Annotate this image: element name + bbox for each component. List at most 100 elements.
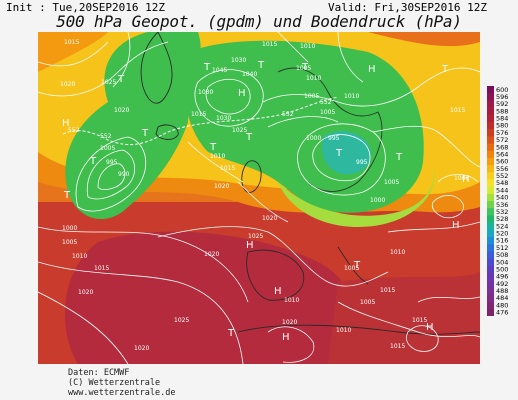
isobar-label: 1000: [370, 197, 385, 204]
coastline-britain: [241, 160, 262, 193]
high-pressure-marker: H: [426, 322, 434, 333]
isobar-label: 1020: [204, 251, 219, 258]
legend-swatches: [487, 86, 494, 316]
coastline-scandinavia: [277, 67, 383, 192]
green-lime-edge: [278, 162, 435, 227]
legend-swatch: [487, 208, 494, 216]
isobar-label: 1020: [78, 289, 93, 296]
low-pressure-marker: T: [141, 128, 149, 139]
legend-labels: 6005965925885845805765725685645605565525…: [496, 86, 508, 316]
legend-swatch: [487, 186, 494, 195]
green-trough-west: [65, 32, 201, 219]
high-pressure-marker: H: [62, 118, 70, 129]
isobar-label: 1010: [344, 93, 359, 100]
isobar-label: 1010: [72, 253, 87, 260]
red-high-core: [64, 231, 356, 364]
legend-label: 532: [496, 208, 508, 216]
low-pressure-marker: T: [117, 74, 125, 85]
geopot-552-line: [62, 96, 339, 146]
legend-swatch: [487, 258, 494, 266]
legend-swatch: [487, 172, 494, 180]
legend-swatch: [487, 215, 494, 223]
legend-swatch: [487, 244, 494, 252]
isobar-label: 552: [100, 133, 112, 140]
legend-swatch: [487, 107, 494, 116]
isobar-label: 1005: [360, 299, 375, 306]
credits-website: www.wetterzentrale.de: [68, 388, 176, 398]
isobar-label: 1020: [214, 183, 229, 190]
teal-core: [322, 131, 372, 175]
legend-swatch: [487, 294, 494, 302]
isobar-label: 1010: [210, 153, 225, 160]
legend-swatch: [487, 121, 494, 130]
legend-label: 544: [496, 186, 508, 194]
isobar-label: 1025: [232, 127, 247, 134]
legend-label: 548: [496, 179, 508, 187]
low-pressure-marker: T: [335, 148, 343, 159]
legend-swatch: [487, 136, 494, 144]
legend-label: 476: [496, 309, 508, 316]
legend-swatch: [487, 280, 494, 288]
legend-label: 560: [496, 158, 508, 166]
isobar-label: 1030: [198, 89, 213, 96]
legend-label: 508: [496, 251, 508, 259]
coastline-greenland: [140, 32, 173, 104]
legend-swatch: [487, 287, 494, 295]
legend-label: 516: [496, 237, 508, 245]
legend-swatch: [487, 272, 494, 281]
isobar-label: 1015: [380, 287, 395, 294]
valid-time: Valid: Fri,30SEP2016 12Z: [328, 1, 487, 14]
isobar-label: 1020: [60, 81, 75, 88]
isobar-label: 1005: [304, 93, 319, 100]
isobars: [38, 32, 480, 364]
legend-swatch: [487, 165, 494, 173]
credits-copyright: (C) Wetterzentrale: [68, 378, 161, 388]
isobar-label: 1045: [212, 67, 227, 74]
isobar-label: 1015: [262, 41, 277, 48]
legend-label: 584: [496, 115, 508, 123]
isobar-label: 1025: [248, 233, 263, 240]
legend-swatch: [487, 150, 494, 159]
legend-swatch: [487, 193, 494, 202]
legend-label: 496: [496, 273, 508, 281]
isobar-label: 1010: [300, 43, 315, 50]
isobar-label: 1040: [242, 71, 257, 78]
legend-swatch: [487, 308, 494, 316]
low-pressure-marker: T: [245, 132, 253, 143]
legend-swatch: [487, 251, 494, 259]
legend-swatch: [487, 201, 494, 209]
isobar-label: 1015: [64, 39, 79, 46]
isobar-label: 552: [282, 111, 294, 118]
high-pressure-marker: H: [462, 174, 470, 185]
isobar-label: 1005: [454, 175, 469, 182]
legend-swatch: [487, 265, 494, 274]
credits-data-source: Daten: ECMWF: [68, 368, 130, 378]
legend-swatch: [487, 222, 494, 231]
header-bar: Init : Tue,20SEP2016 12Z Valid: Fri,30SE…: [0, 0, 518, 14]
map-title: 500 hPa Geopot. (gpdm) und Bodendruck (h…: [56, 12, 462, 31]
isobar-label: 1005: [100, 145, 115, 152]
legend-label: 524: [496, 222, 508, 230]
isobar-label: 1005: [296, 65, 311, 72]
low-pressure-marker: T: [209, 142, 217, 153]
legend-label: 596: [496, 93, 508, 101]
isobar-label: 1015: [412, 317, 427, 324]
legend-swatch: [487, 236, 494, 245]
low-pressure-marker: T: [395, 152, 403, 163]
credits: Daten: ECMWF (C) Wetterzentrale www.wett…: [68, 368, 175, 398]
legend-label: 600: [496, 86, 508, 94]
high-pressure-marker: H: [246, 240, 254, 251]
isobar-label: 1020: [114, 107, 129, 114]
coastline-africa: [237, 324, 480, 335]
isobar-label: 995: [328, 135, 340, 142]
legend-label: 536: [496, 201, 508, 209]
isobar-label: 1015: [94, 265, 109, 272]
isobar-label: 1000: [62, 225, 77, 232]
legend-swatch: [487, 229, 494, 238]
isobar-label: 1005: [344, 265, 359, 272]
low-pressure-marker: T: [441, 64, 449, 75]
legend-swatch: [487, 143, 494, 151]
north-edge-orange: [368, 32, 480, 47]
legend-swatch: [487, 129, 494, 137]
